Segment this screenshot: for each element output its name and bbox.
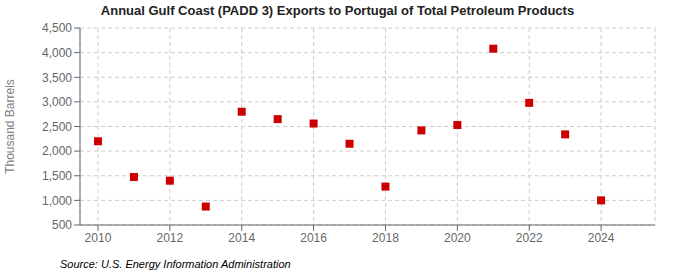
svg-text:Thousand Barrels: Thousand Barrels — [8, 79, 17, 174]
svg-text:500: 500 — [52, 218, 72, 232]
svg-text:1,500: 1,500 — [42, 169, 72, 183]
svg-text:1,000: 1,000 — [42, 194, 72, 208]
svg-text:2010: 2010 — [85, 231, 112, 245]
svg-text:4,000: 4,000 — [42, 46, 72, 60]
svg-text:2018: 2018 — [372, 231, 399, 245]
svg-text:2016: 2016 — [300, 231, 327, 245]
svg-text:3,000: 3,000 — [42, 95, 72, 109]
svg-text:2022: 2022 — [516, 231, 543, 245]
svg-text:3,500: 3,500 — [42, 71, 72, 85]
svg-text:2,500: 2,500 — [42, 120, 72, 134]
html-text:Source: U.S. Energy Informatio: Source: U.S. Energy Information Administ… — [60, 258, 291, 270]
svg-text:2020: 2020 — [444, 231, 471, 245]
svg-text:2012: 2012 — [156, 231, 183, 245]
svg-text:2014: 2014 — [228, 231, 255, 245]
svg-text:2024: 2024 — [588, 231, 615, 245]
html-text:Annual Gulf Coast (PADD 3) Exp: Annual Gulf Coast (PADD 3) Exports to Po… — [100, 3, 575, 18]
svg-text:2,000: 2,000 — [42, 144, 72, 158]
svg-text:4,500: 4,500 — [42, 22, 72, 35]
